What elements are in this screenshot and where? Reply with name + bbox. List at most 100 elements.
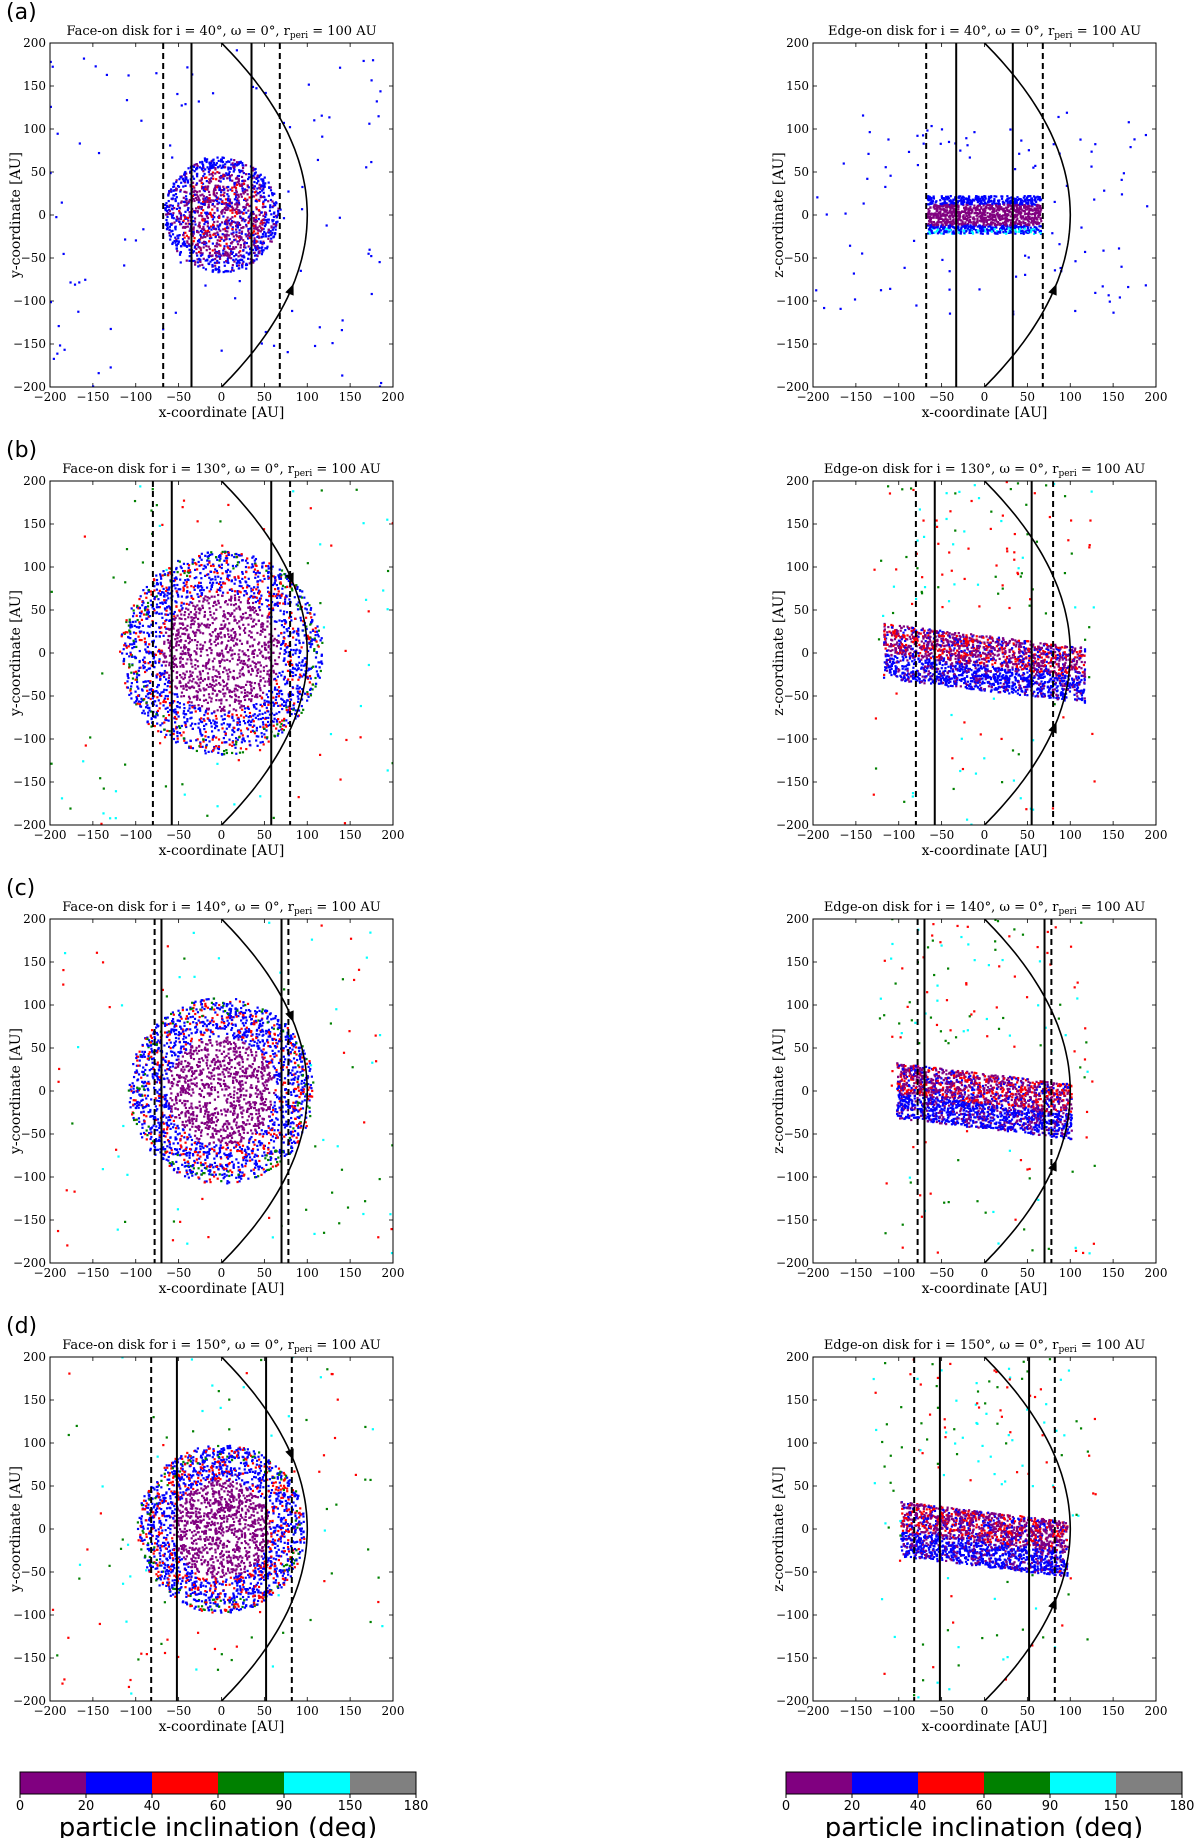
particle-point: [194, 190, 197, 193]
particle-point: [227, 202, 230, 205]
particle-point: [264, 205, 267, 208]
particle-point: [226, 245, 229, 248]
particle-point: [223, 713, 226, 716]
particle-point: [225, 161, 228, 164]
particle-point: [271, 565, 274, 568]
particle-point: [243, 198, 246, 202]
particle-point: [182, 712, 185, 715]
particle-point: [200, 202, 203, 205]
particle-point: [223, 202, 226, 205]
particle-point: [255, 208, 258, 211]
particle-point: [172, 189, 175, 192]
particle-point: [94, 65, 97, 68]
particle-point: [255, 240, 258, 243]
particle-point: [147, 590, 151, 593]
particle-point: [262, 200, 265, 203]
particle-point: [192, 219, 195, 223]
particle-point: [211, 199, 215, 202]
particle-point: [147, 706, 150, 710]
particle-point: [1024, 254, 1027, 257]
particle-point: [979, 197, 982, 201]
particle-point: [1007, 205, 1010, 209]
particle-point: [1031, 200, 1034, 203]
particle-point: [214, 644, 218, 647]
particle-point: [179, 681, 182, 684]
particle-point: [174, 193, 178, 196]
particle-point: [221, 199, 224, 202]
particle-point: [217, 233, 220, 236]
particle-point: [978, 219, 981, 222]
particle-point: [948, 224, 952, 227]
particle-point: [926, 224, 930, 227]
particle-point: [168, 586, 171, 589]
particle-point: [212, 688, 215, 692]
particle-point: [277, 634, 280, 637]
particle-point: [1018, 222, 1021, 226]
particle-point: [204, 211, 207, 214]
particle-point: [245, 586, 249, 589]
particle-point: [202, 175, 205, 178]
particle-point: [82, 57, 86, 60]
particle-point: [231, 744, 234, 747]
particle-point: [240, 618, 243, 621]
particle-point: [166, 681, 170, 684]
particle-point: [245, 199, 248, 202]
particle-point: [217, 261, 221, 264]
particle-point: [199, 741, 202, 744]
particle-point: [272, 724, 275, 727]
particle-point: [1005, 213, 1009, 216]
particle-point: [193, 186, 196, 189]
particle-point: [238, 580, 241, 583]
particle-point: [257, 209, 260, 212]
particle-point: [956, 201, 960, 204]
particle-point: [138, 597, 141, 601]
particle-point: [205, 573, 209, 576]
particle-point: [226, 230, 229, 233]
particle-point: [183, 240, 186, 243]
particle-point: [246, 202, 249, 205]
particle-point: [247, 597, 250, 600]
particle-point: [246, 599, 249, 602]
particle-point: [211, 164, 214, 167]
particle-point: [184, 226, 187, 229]
particle-point: [967, 216, 971, 219]
particle-point: [251, 565, 255, 568]
particle-point: [177, 204, 180, 207]
particle-point: [227, 261, 230, 264]
particle-point: [302, 708, 305, 711]
particle-point: [270, 213, 273, 216]
particle-point: [236, 684, 239, 687]
particle-point: [253, 173, 256, 176]
particle-point: [1014, 275, 1018, 278]
particle-point: [866, 177, 869, 180]
particle-point: [253, 705, 256, 708]
particle-point: [209, 610, 212, 614]
particle-point: [139, 595, 142, 598]
particle-point: [167, 192, 171, 195]
y-tick-label: −100: [13, 294, 46, 308]
particle-point: [1037, 209, 1040, 212]
particle-point: [285, 628, 288, 631]
particle-point: [266, 673, 269, 676]
particle-point: [230, 588, 233, 591]
particle-point: [247, 209, 250, 212]
particle-point: [160, 612, 163, 615]
particle-point: [301, 185, 304, 189]
particle-point: [220, 202, 223, 206]
particle-point: [282, 602, 285, 605]
particle-point: [207, 212, 211, 216]
particle-point: [132, 609, 135, 612]
particle-point: [259, 664, 262, 667]
particle-point: [939, 205, 942, 208]
particle-point: [142, 589, 145, 592]
particle-point: [932, 216, 935, 219]
particle-point: [1007, 218, 1010, 222]
particle-point: [216, 652, 219, 655]
x-tick-label: −100: [119, 390, 152, 404]
particle-point: [1004, 217, 1007, 220]
particle-point: [261, 625, 264, 628]
particle-point: [228, 710, 231, 713]
particle-point: [202, 232, 205, 235]
y-tick-label: 150: [23, 517, 46, 531]
particle-point: [280, 722, 283, 725]
